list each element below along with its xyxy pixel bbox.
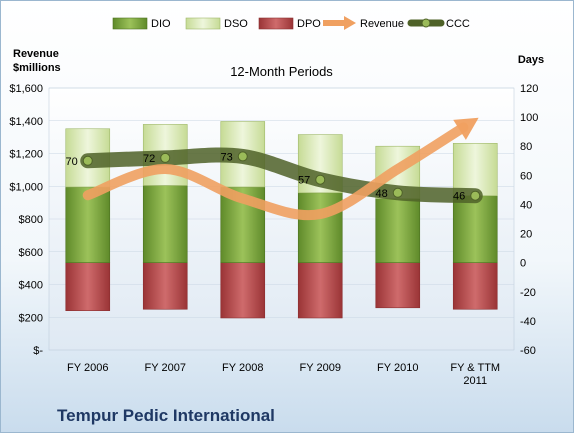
right-tick-label: -20 (520, 287, 536, 299)
left-tick-label: $200 (19, 312, 43, 324)
legend-swatch (112, 17, 148, 30)
bar-dpo (142, 262, 188, 310)
legend-swatch (185, 17, 221, 30)
right-tick-label: 60 (520, 170, 532, 182)
right-tick-label: 20 (520, 229, 532, 241)
left-tick-label: $600 (19, 247, 43, 259)
bar-dio (452, 195, 498, 263)
series-line-revenue (82, 122, 469, 221)
left-axis-label-units: $millions (13, 62, 61, 74)
left-tick-label: $800 (19, 214, 43, 226)
category-label: FY 2008 (222, 362, 263, 374)
legend-swatch (258, 17, 294, 30)
bar-dio (297, 192, 343, 263)
category-label: FY & TTM (450, 362, 500, 374)
ccc-data-label: 48 (376, 188, 388, 200)
bar-dpo (297, 262, 343, 319)
right-tick-label: -60 (520, 345, 536, 357)
right-axis-label: Days (518, 54, 544, 66)
bar-dio (375, 198, 421, 263)
bar-dpo (375, 262, 421, 309)
ccc-point (470, 190, 481, 201)
left-tick-label: $1,000 (9, 181, 43, 193)
legend-swatch-marker (421, 18, 431, 28)
left-tick-label: $1,600 (9, 83, 43, 95)
right-tick-label: -40 (520, 316, 536, 328)
category-label: 2011 (463, 375, 487, 387)
ccc-point (237, 151, 248, 162)
right-tick-label: 40 (520, 199, 532, 211)
left-tick-label: $- (33, 345, 43, 357)
ccc-data-label: 57 (298, 175, 310, 187)
bar-dpo (220, 262, 266, 319)
ccc-data-label: 73 (221, 151, 233, 163)
bar-dso (452, 143, 498, 197)
ccc-data-label: 46 (453, 191, 465, 203)
legend-label: DSO (224, 18, 248, 30)
right-tick-label: 120 (520, 83, 538, 95)
bar-dpo (65, 262, 111, 311)
bar-dpo (452, 262, 498, 310)
left-tick-label: $1,200 (9, 149, 43, 161)
legend-label: DIO (151, 18, 171, 30)
left-axis-label: Revenue (13, 48, 59, 60)
left-tick-label: $400 (19, 280, 43, 292)
ccc-data-label: 72 (143, 153, 155, 165)
revenue-arrowhead (453, 117, 479, 140)
category-label: FY 2006 (67, 362, 108, 374)
ccc-data-label: 70 (66, 156, 78, 168)
ccc-point (315, 174, 326, 185)
right-tick-label: 0 (520, 258, 526, 270)
right-tick-label: 80 (520, 141, 532, 153)
company-title: Tempur Pedic International (57, 406, 275, 425)
chart-title: 12-Month Periods (230, 64, 333, 79)
category-label: FY 2010 (377, 362, 418, 374)
category-label: FY 2009 (300, 362, 341, 374)
right-tick-label: 100 (520, 112, 538, 124)
legend-label: Revenue (360, 18, 404, 30)
category-label: FY 2007 (145, 362, 186, 374)
legend-label: DPO (297, 18, 321, 30)
ccc-point (82, 155, 93, 166)
series-line-ccc (80, 147, 483, 204)
legend-label: CCC (446, 18, 470, 30)
bar-dio (142, 185, 188, 263)
legend-swatch-arrowhead (344, 16, 356, 30)
left-tick-label: $1,400 (9, 116, 43, 128)
ccc-point (160, 152, 171, 163)
ccc-point (392, 187, 403, 198)
